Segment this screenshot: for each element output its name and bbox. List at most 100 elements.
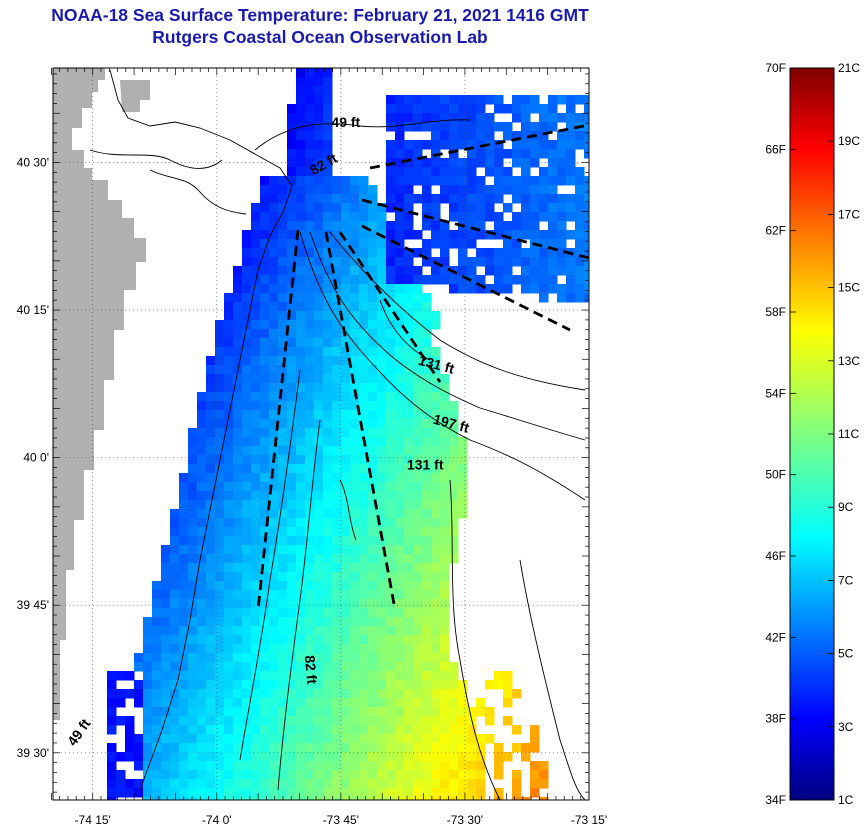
- sst-cell: [368, 230, 378, 240]
- sst-cell: [377, 599, 387, 609]
- sst-cell: [350, 203, 360, 213]
- sst-cell: [341, 788, 351, 798]
- sst-cell: [314, 482, 324, 492]
- sst-cell: [458, 743, 468, 753]
- sst-cell: [197, 725, 207, 735]
- fahrenheit-label: 66F: [765, 142, 786, 156]
- sst-cell: [242, 617, 252, 627]
- sst-cell: [332, 518, 342, 528]
- sst-cell: [224, 500, 234, 510]
- sst-cell: [206, 797, 216, 800]
- sst-cell: [368, 185, 378, 195]
- sst-cell: [350, 680, 360, 690]
- sst-cell: [350, 653, 360, 663]
- sst-cell: [296, 680, 306, 690]
- sst-cell: [413, 293, 423, 303]
- sst-cell: [314, 743, 324, 753]
- sst-cell: [107, 671, 117, 681]
- sst-cell: [503, 698, 513, 708]
- sst-cell: [323, 446, 333, 456]
- sst-cell: [440, 194, 450, 204]
- sst-cell: [125, 779, 135, 789]
- sst-cell: [152, 599, 162, 609]
- sst-cell: [512, 212, 522, 222]
- sst-cell: [242, 365, 252, 375]
- sst-cell: [413, 419, 423, 429]
- sst-cell: [188, 473, 198, 483]
- sst-cell: [350, 185, 360, 195]
- sst-cell: [107, 707, 117, 717]
- sst-cell: [503, 221, 513, 231]
- sst-cell: [170, 563, 180, 573]
- sst-cell: [458, 473, 468, 483]
- sst-cell: [413, 662, 423, 672]
- sst-cell: [287, 338, 297, 348]
- sst-cell: [413, 266, 423, 276]
- sst-cell: [224, 770, 234, 780]
- sst-cell: [413, 104, 423, 114]
- sst-cell: [359, 572, 369, 582]
- sst-cell: [503, 248, 513, 258]
- sst-cell: [278, 716, 288, 726]
- sst-cell: [152, 725, 162, 735]
- sst-cell: [323, 635, 333, 645]
- sst-cell: [224, 356, 234, 366]
- sst-cell: [350, 239, 360, 249]
- sst-cell: [206, 779, 216, 789]
- sst-cell: [251, 770, 261, 780]
- sst-cell: [539, 257, 549, 267]
- sst-cell: [548, 95, 558, 105]
- sst-cell: [404, 608, 414, 618]
- sst-cell: [269, 779, 279, 789]
- sst-cell: [458, 509, 468, 519]
- sst-cell: [341, 248, 351, 258]
- lon-tick-label: -74 0': [202, 813, 232, 827]
- sst-cell: [206, 653, 216, 663]
- sst-cell: [260, 338, 270, 348]
- sst-cell: [305, 140, 315, 150]
- sst-cell: [386, 491, 396, 501]
- sst-cell: [422, 356, 432, 366]
- sst-cell: [404, 95, 414, 105]
- sst-cell: [251, 536, 261, 546]
- sst-cell: [179, 698, 189, 708]
- sst-cell: [413, 581, 423, 591]
- sst-cell: [395, 797, 405, 800]
- sst-cell: [584, 104, 589, 114]
- sst-cell: [296, 653, 306, 663]
- sst-cell: [314, 761, 324, 771]
- sst-cell: [395, 131, 405, 141]
- sst-cell: [260, 473, 270, 483]
- sst-cell: [260, 635, 270, 645]
- sst-cell: [179, 761, 189, 771]
- sst-cell: [197, 644, 207, 654]
- sst-cell: [269, 374, 279, 384]
- sst-cell: [278, 239, 288, 249]
- sst-cell: [152, 716, 162, 726]
- sst-cell: [242, 446, 252, 456]
- sst-cell: [179, 590, 189, 600]
- sst-cell: [206, 383, 216, 393]
- sst-cell: [323, 185, 333, 195]
- sst-cell: [413, 194, 423, 204]
- sst-cell: [494, 122, 504, 132]
- sst-cell: [287, 140, 297, 150]
- sst-cell: [215, 473, 225, 483]
- sst-cell: [503, 689, 513, 699]
- sst-cell: [269, 797, 279, 800]
- sst-cell: [134, 752, 144, 762]
- sst-cell: [440, 788, 450, 798]
- sst-cell: [404, 761, 414, 771]
- sst-cell: [278, 464, 288, 474]
- sst-cell: [206, 545, 216, 555]
- sst-cell: [404, 554, 414, 564]
- sst-cell: [377, 563, 387, 573]
- sst-cell: [422, 203, 432, 213]
- sst-cell: [296, 482, 306, 492]
- sst-cell: [242, 266, 252, 276]
- sst-cell: [269, 284, 279, 294]
- sst-cell: [332, 194, 342, 204]
- sst-cell: [188, 446, 198, 456]
- sst-cell: [386, 635, 396, 645]
- sst-cell: [269, 635, 279, 645]
